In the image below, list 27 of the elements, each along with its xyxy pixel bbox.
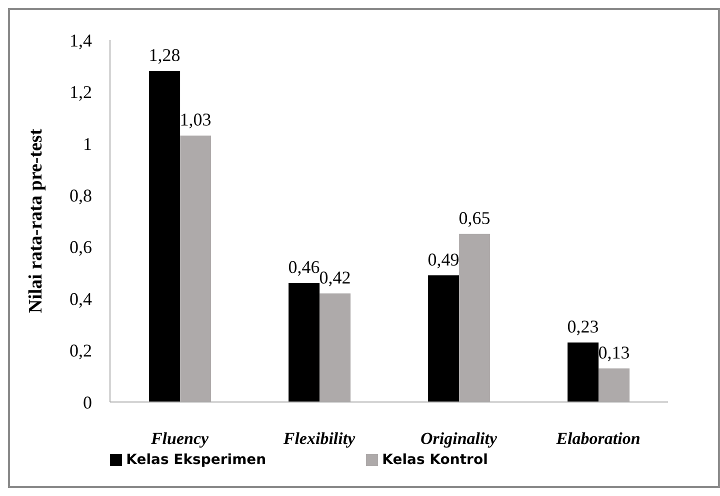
legend-label: Kelas Kontrol xyxy=(382,452,488,468)
y-tick-label: 0 xyxy=(83,392,92,412)
bar xyxy=(568,342,599,402)
y-tick-label: 0,6 xyxy=(70,237,92,258)
y-tick-label: 1 xyxy=(83,134,92,154)
y-tick-label: 0,4 xyxy=(70,288,92,309)
data-label: 0,46 xyxy=(288,257,320,278)
y-tick-label: 0,2 xyxy=(70,340,92,361)
data-label: 0,42 xyxy=(319,267,351,288)
x-tick-label: Flexibility xyxy=(282,429,356,448)
data-label: 0,23 xyxy=(567,316,599,337)
bar xyxy=(428,275,460,402)
bar xyxy=(288,283,320,402)
data-label: 0,13 xyxy=(598,342,630,362)
data-label: 1,28 xyxy=(148,45,180,66)
data-label: 0,49 xyxy=(428,249,460,270)
y-axis-title: Nilai rata-rata pre-test xyxy=(26,128,47,314)
bar xyxy=(149,71,180,402)
legend-label: Kelas Eksperimen xyxy=(126,452,266,468)
data-label: 1,03 xyxy=(180,110,212,130)
x-tick-label: Originality xyxy=(420,429,498,448)
x-tick-label: Fluency xyxy=(150,429,210,448)
y-tick-label: 1,2 xyxy=(70,82,92,102)
x-tick-label: Elaboration xyxy=(555,429,640,448)
data-label: 0,65 xyxy=(458,208,490,228)
y-tick-label: 1,4 xyxy=(70,30,92,50)
y-tick-label: 0,8 xyxy=(70,186,92,206)
